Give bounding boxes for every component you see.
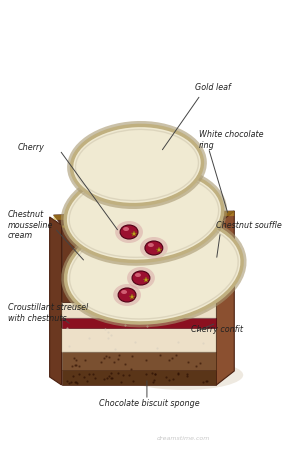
Ellipse shape	[120, 225, 138, 239]
Ellipse shape	[65, 169, 223, 261]
Text: Chocolate biscuit sponge: Chocolate biscuit sponge	[99, 399, 200, 408]
Text: Chestnut souffle: Chestnut souffle	[216, 220, 282, 230]
Ellipse shape	[140, 237, 168, 259]
Text: dreamstime.com: dreamstime.com	[157, 436, 210, 441]
Polygon shape	[61, 328, 216, 352]
Ellipse shape	[66, 217, 242, 323]
Ellipse shape	[145, 241, 163, 255]
Text: Cherry: Cherry	[18, 144, 45, 153]
Text: Cherry confit: Cherry confit	[190, 325, 243, 334]
Polygon shape	[216, 211, 234, 385]
Polygon shape	[61, 302, 216, 318]
Ellipse shape	[135, 273, 141, 277]
Text: Croustillant streusel
with chestnuts: Croustillant streusel with chestnuts	[8, 303, 88, 323]
Text: Chestnut
mousseline
cream: Chestnut mousseline cream	[8, 210, 53, 240]
Text: Gold leaf: Gold leaf	[195, 84, 230, 93]
Polygon shape	[61, 318, 216, 328]
Polygon shape	[54, 211, 234, 225]
Polygon shape	[54, 211, 234, 220]
Polygon shape	[50, 217, 61, 385]
Ellipse shape	[148, 243, 154, 247]
Ellipse shape	[87, 232, 206, 292]
Ellipse shape	[123, 227, 129, 231]
Ellipse shape	[118, 288, 136, 302]
Text: White chocolate
ring: White chocolate ring	[199, 130, 263, 150]
Ellipse shape	[71, 126, 202, 205]
Polygon shape	[61, 225, 216, 302]
Polygon shape	[61, 370, 216, 385]
Ellipse shape	[113, 284, 141, 306]
Ellipse shape	[132, 271, 150, 285]
Ellipse shape	[127, 267, 155, 289]
Ellipse shape	[124, 360, 243, 390]
Polygon shape	[61, 352, 216, 370]
Ellipse shape	[121, 290, 127, 294]
Ellipse shape	[115, 221, 143, 243]
